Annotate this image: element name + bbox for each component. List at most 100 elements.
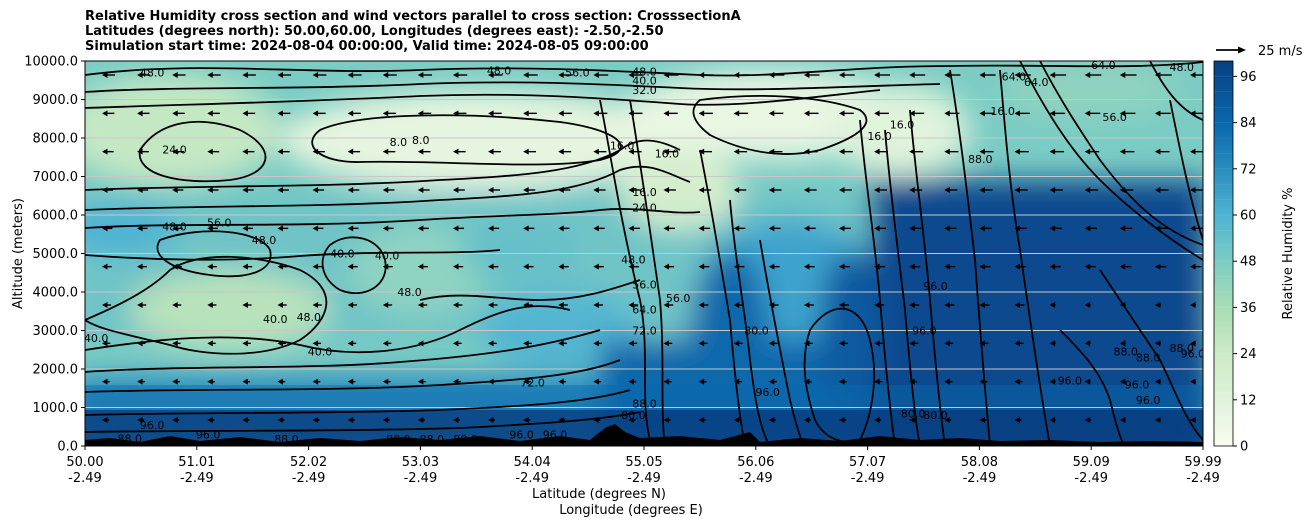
contour-label: 96.0 <box>196 428 221 441</box>
wind-vector-head <box>312 417 319 423</box>
wind-vector-head <box>488 148 494 155</box>
wind-vector-head <box>1119 340 1126 347</box>
wind-vector-head <box>1049 378 1056 385</box>
wind-vector-head <box>1119 302 1126 308</box>
contour-label: 56.0 <box>1102 111 1127 124</box>
x-tick-label-lat: 54.04 <box>514 455 551 470</box>
wind-vector-head <box>628 110 634 117</box>
contour-label: 80.0 <box>901 407 926 420</box>
wind-vector-head <box>979 225 985 232</box>
colorbar-tick-label: 24 <box>1240 347 1257 362</box>
wind-vector-head <box>488 340 494 347</box>
colorbar-tick-label: 12 <box>1240 393 1257 408</box>
wind-vector-head <box>593 417 599 423</box>
wind-vector-head <box>102 417 108 423</box>
wind-vector-head <box>1049 148 1056 155</box>
wind-vector-head <box>663 110 670 117</box>
wind-vector-head <box>874 263 880 270</box>
wind-vector-head <box>593 72 599 78</box>
quiver-key-label: 25 m/s <box>1258 44 1303 59</box>
wind-vector-head <box>488 263 494 270</box>
wind-vector-head <box>839 110 845 117</box>
contour-label: 88.0 <box>1136 351 1161 364</box>
wind-vector-head <box>593 110 599 117</box>
wind-vector-head <box>382 378 389 385</box>
wind-vector-head <box>698 378 705 385</box>
wind-vector-head <box>417 225 424 232</box>
wind-vector-head <box>382 417 389 423</box>
x-tick-label-lat: 52.02 <box>290 455 327 470</box>
wind-vector-head <box>909 72 915 78</box>
wind-vector-head <box>803 110 810 117</box>
wind-vector-head <box>137 340 143 347</box>
wind-vector-head <box>452 340 459 347</box>
wind-vector-head <box>663 417 670 423</box>
wind-vector-head <box>803 225 810 232</box>
contour-label: 96.0 <box>923 280 948 293</box>
contour-label: 96.0 <box>509 428 534 441</box>
wind-vector-head <box>1049 263 1056 270</box>
wind-vector-head <box>1154 340 1161 347</box>
wind-vector-head <box>803 263 810 270</box>
wind-vector-head <box>909 225 915 232</box>
wind-vector-head <box>102 187 108 193</box>
wind-vector-head <box>382 110 389 117</box>
wind-vector-head <box>768 187 775 193</box>
contour-label: 32.0 <box>632 84 657 97</box>
contour-label: 88.0 <box>118 432 143 445</box>
wind-vector-head <box>1084 110 1091 117</box>
wind-vector-head <box>207 340 213 347</box>
x-tick-label-lon: -2.49 <box>1186 471 1220 486</box>
wind-vector-head <box>488 72 494 78</box>
contour-label: 40.0 <box>84 332 109 345</box>
x-tick-label-lon: -2.49 <box>515 471 549 486</box>
chart-title-line-2: Latitudes (degrees north): 50.00,60.00, … <box>85 24 664 39</box>
wind-vector-head <box>698 72 705 78</box>
wind-vector-head <box>242 148 248 155</box>
wind-vector-head <box>277 302 283 308</box>
wind-vector-head <box>1119 417 1126 423</box>
wind-vector-head <box>382 148 389 155</box>
wind-vector-head <box>944 72 950 78</box>
wind-vector-head <box>172 72 178 78</box>
wind-vector-head <box>417 340 424 347</box>
wind-vector-head <box>1119 378 1126 385</box>
wind-vector-head <box>768 417 775 423</box>
wind-vector-head <box>172 148 178 155</box>
wind-vector-head <box>137 378 143 385</box>
wind-vector-head <box>663 72 670 78</box>
x-tick-label-lat: 53.03 <box>402 455 439 470</box>
colorbar: 0 12 24 36 48 60 72 84 96 Relative Humidity % <box>1213 60 1296 455</box>
wind-vector-head <box>1154 225 1161 232</box>
wind-vector-head <box>1049 225 1056 232</box>
contour-label: 96.0 <box>912 325 937 338</box>
wind-vector-head <box>909 340 915 347</box>
contour-label: 72.0 <box>520 376 545 389</box>
wind-vector-head <box>242 72 248 78</box>
contour-lines <box>85 61 1203 446</box>
wind-vector-head <box>803 72 810 78</box>
wind-vector-head <box>277 110 283 117</box>
contour-label: 96.0 <box>1136 394 1161 407</box>
wind-vector-head <box>207 148 213 155</box>
wind-vector-head <box>347 187 354 193</box>
wind-vector-head <box>979 72 985 78</box>
wind-vector-head <box>768 263 775 270</box>
wind-vector-head <box>417 417 424 423</box>
wind-vector-head <box>523 110 529 117</box>
wind-vector-head <box>1014 148 1021 155</box>
wind-vector-head <box>312 263 319 270</box>
wind-vector-head <box>733 72 740 78</box>
wind-vector-head <box>1154 263 1161 270</box>
contour-label: 16.0 <box>990 105 1015 118</box>
wind-vector-head <box>1119 187 1126 193</box>
wind-vector-head <box>839 148 845 155</box>
wind-vector-head <box>909 187 915 193</box>
wind-vector-head <box>1119 110 1126 117</box>
wind-vector-head <box>733 417 740 423</box>
wind-vector-head <box>452 263 459 270</box>
wind-vector-head <box>277 72 283 78</box>
contour-label: 40.0 <box>308 346 333 359</box>
wind-vector-head <box>1084 378 1091 385</box>
wind-vector-head <box>593 263 599 270</box>
